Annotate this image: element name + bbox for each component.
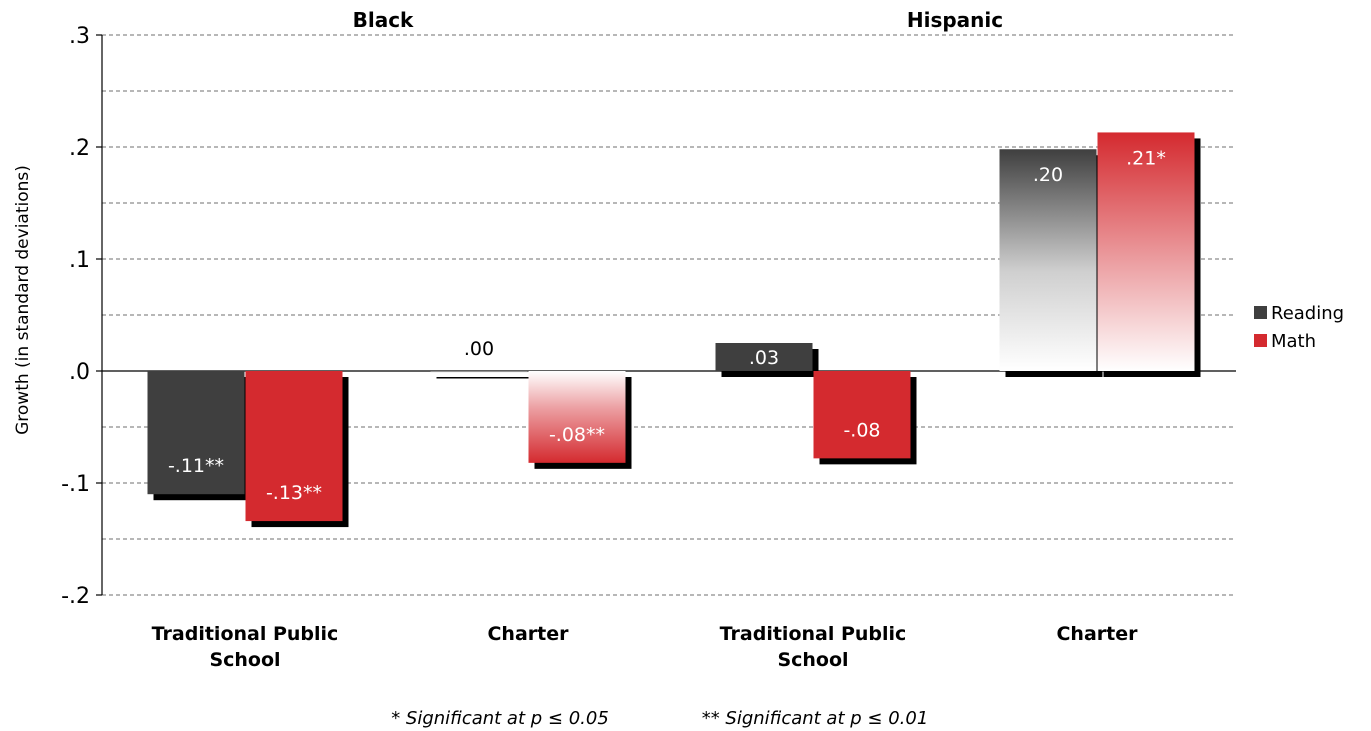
bar-reading bbox=[999, 149, 1097, 371]
bar-reading bbox=[430, 371, 528, 373]
y-ticks: -.2 -.1 .0 .1 .2 .3 bbox=[61, 24, 102, 609]
group-label-hispanic: Hispanic bbox=[907, 8, 1003, 32]
bar-reading bbox=[715, 343, 813, 371]
legend-label-reading: Reading bbox=[1271, 303, 1344, 324]
y-tick-label: .1 bbox=[69, 248, 90, 273]
footnote-significance-01: ** Significant at p ≤ 0.01 bbox=[702, 708, 929, 729]
data-label-reading: .03 bbox=[749, 347, 779, 369]
category-labels: Traditional Public School Charter Tradition… bbox=[152, 623, 1138, 671]
data-label-math: -.08 bbox=[843, 419, 880, 441]
bar-reading bbox=[147, 371, 245, 495]
bar-math bbox=[245, 371, 343, 522]
category-label: Traditional Public bbox=[720, 623, 907, 645]
category-label: School bbox=[209, 649, 280, 671]
bar-shadow bbox=[436, 377, 534, 379]
y-tick-label: .0 bbox=[69, 360, 90, 385]
group-label-black: Black bbox=[353, 8, 414, 32]
category-label: School bbox=[777, 649, 848, 671]
y-axis-label: Growth (in standard deviations) bbox=[13, 165, 33, 435]
bar-math bbox=[1097, 132, 1195, 371]
category-label: Charter bbox=[1056, 623, 1138, 645]
category-label: Traditional Public bbox=[152, 623, 339, 645]
bar-math bbox=[528, 371, 626, 463]
legend-label-math: Math bbox=[1271, 331, 1316, 352]
legend-swatch-math bbox=[1254, 334, 1267, 347]
data-label-reading: .00 bbox=[464, 338, 494, 360]
legend-swatch-reading bbox=[1254, 306, 1267, 319]
legend: Reading Math bbox=[1254, 303, 1344, 352]
data-label-math: -.13** bbox=[266, 482, 322, 504]
data-label-math: .21* bbox=[1126, 147, 1166, 169]
data-label-reading: .20 bbox=[1033, 164, 1063, 186]
data-label-math: -.08** bbox=[549, 424, 605, 446]
y-tick-label: .3 bbox=[69, 24, 90, 49]
footnote-significance-05: * Significant at p ≤ 0.05 bbox=[391, 708, 609, 729]
category-label: Charter bbox=[487, 623, 569, 645]
y-tick-label: .2 bbox=[69, 136, 90, 161]
bars bbox=[147, 132, 1201, 528]
bar-math bbox=[813, 371, 911, 459]
y-tick-label: -.1 bbox=[61, 472, 90, 497]
data-label-reading: -.11** bbox=[168, 455, 224, 477]
data-labels: -.11** -.13** .00 -.08** .03 -.08 .20 .21* bbox=[168, 147, 1166, 504]
y-tick-label: -.2 bbox=[61, 584, 90, 609]
